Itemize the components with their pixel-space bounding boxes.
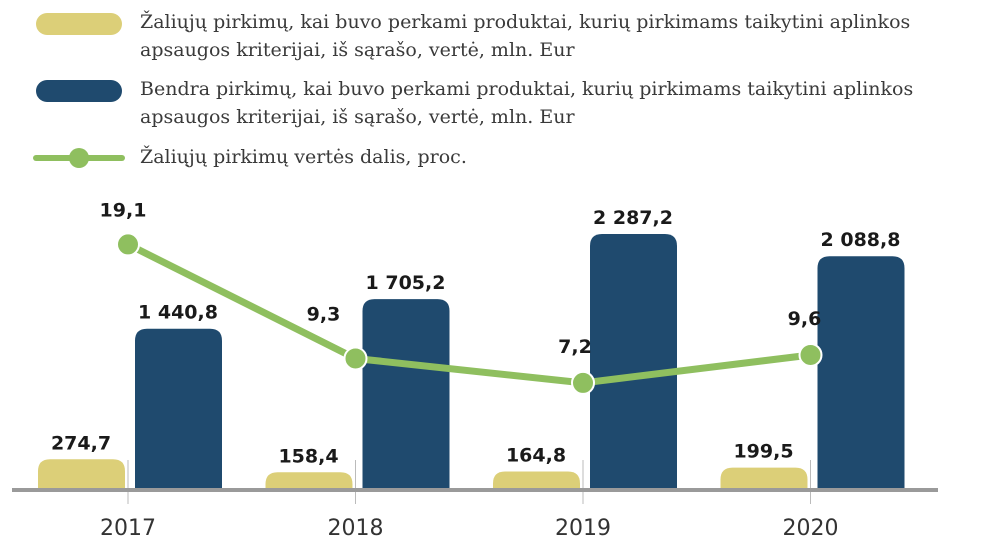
data-label: 1 705,2: [366, 272, 446, 294]
legend-label: Žaliųjų pirkimų vertės dalis, proc.: [140, 146, 467, 168]
data-label: 158,4: [278, 445, 338, 467]
legend-marker: [69, 148, 89, 168]
data-label: 274,7: [51, 432, 111, 454]
data-label: 9,6: [788, 308, 822, 330]
bar: [135, 328, 222, 490]
data-label: 19,1: [100, 199, 147, 221]
x-tick-label: 2020: [783, 516, 839, 541]
legend-swatch: [36, 80, 122, 102]
bar: [590, 234, 677, 490]
legend-label: Bendra pirkimų, kai buvo perkami produkt…: [140, 78, 914, 128]
legend-line-icon: [33, 148, 125, 168]
legend-swatch: [36, 13, 122, 35]
data-label: 2 287,2: [593, 207, 673, 229]
bar: [720, 467, 808, 490]
data-label: 199,5: [733, 441, 793, 463]
data-label: 7,2: [558, 336, 592, 358]
legend-label: Žaliųjų pirkimų, kai buvo perkami produk…: [140, 11, 911, 61]
line-marker: [116, 232, 140, 257]
bar: [265, 472, 353, 490]
data-label: 1 440,8: [138, 302, 218, 324]
line: [126, 241, 811, 387]
data-label: 164,8: [506, 445, 566, 467]
line-marker: [798, 342, 823, 367]
bar: [493, 471, 580, 490]
data-label: 9,3: [307, 303, 341, 325]
line-marker: [571, 370, 595, 395]
line-marker: [343, 346, 368, 371]
bar: [38, 459, 125, 490]
bar: [362, 299, 450, 490]
x-tick-label: 2018: [328, 516, 384, 541]
data-label: 2 088,8: [821, 229, 901, 251]
x-tick-label: 2019: [555, 516, 611, 541]
bar: [817, 256, 905, 490]
x-tick-label: 2017: [100, 516, 156, 541]
